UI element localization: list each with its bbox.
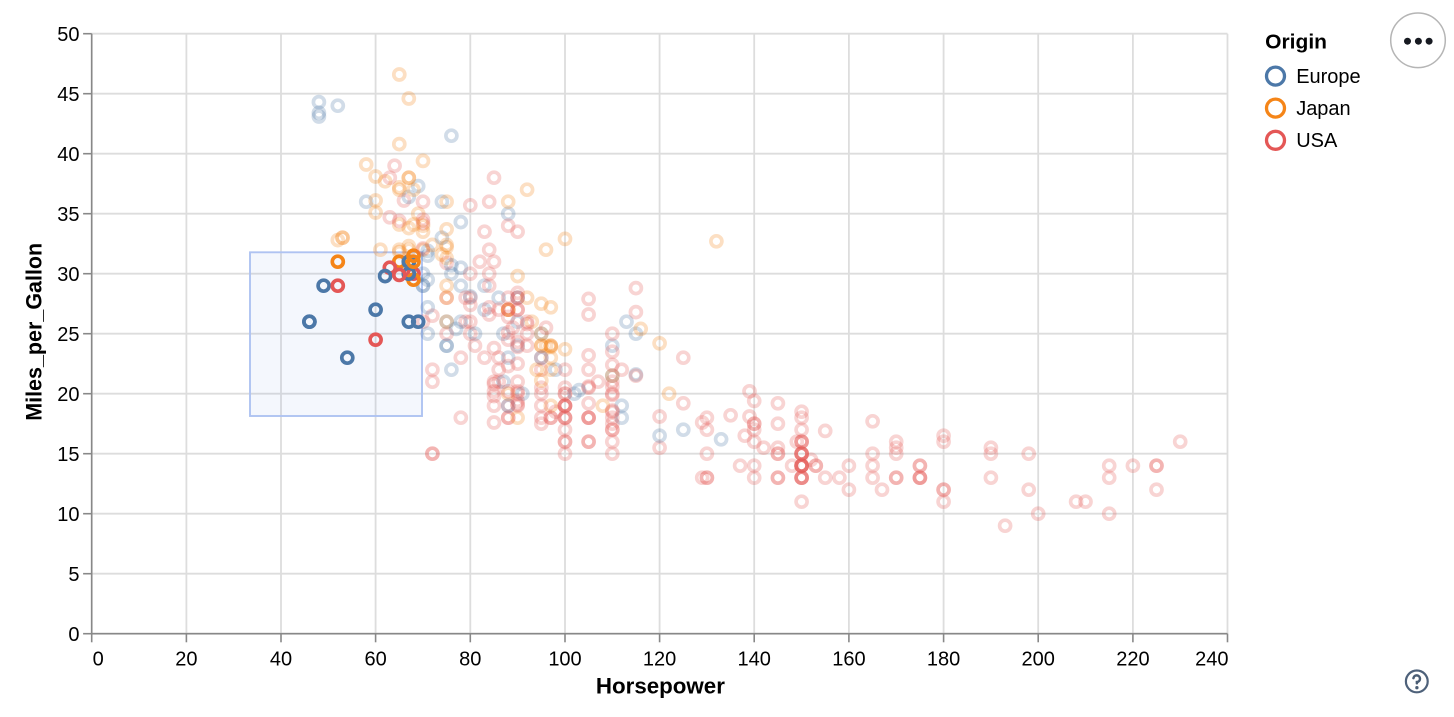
svg-text:40: 40	[270, 648, 292, 670]
svg-text:100: 100	[548, 648, 581, 670]
svg-text:40: 40	[57, 144, 79, 166]
svg-text:180: 180	[927, 648, 960, 670]
svg-text:Horsepower: Horsepower	[596, 674, 725, 699]
svg-text:5: 5	[68, 564, 79, 586]
svg-text:160: 160	[832, 648, 865, 670]
svg-text:Origin: Origin	[1265, 31, 1327, 54]
svg-text:200: 200	[1022, 648, 1055, 670]
svg-text:35: 35	[57, 204, 79, 226]
svg-text:20: 20	[57, 384, 79, 406]
svg-text:60: 60	[364, 648, 386, 670]
svg-text:30: 30	[57, 264, 79, 286]
svg-text:USA: USA	[1296, 130, 1338, 152]
svg-text:140: 140	[738, 648, 771, 670]
svg-text:25: 25	[57, 324, 79, 346]
svg-text:0: 0	[93, 648, 104, 670]
svg-text:120: 120	[643, 648, 676, 670]
svg-text:20: 20	[175, 648, 197, 670]
svg-text:10: 10	[57, 504, 79, 526]
svg-text:15: 15	[57, 444, 79, 466]
svg-text:220: 220	[1116, 648, 1149, 670]
svg-text:Japan: Japan	[1296, 98, 1351, 120]
svg-text:80: 80	[459, 648, 481, 670]
svg-text:45: 45	[57, 84, 79, 106]
svg-text:0: 0	[68, 624, 79, 646]
svg-text:240: 240	[1195, 648, 1228, 670]
svg-text:50: 50	[57, 24, 79, 46]
svg-text:Miles_per_Gallon: Miles_per_Gallon	[22, 243, 47, 421]
svg-text:Europe: Europe	[1296, 66, 1361, 88]
